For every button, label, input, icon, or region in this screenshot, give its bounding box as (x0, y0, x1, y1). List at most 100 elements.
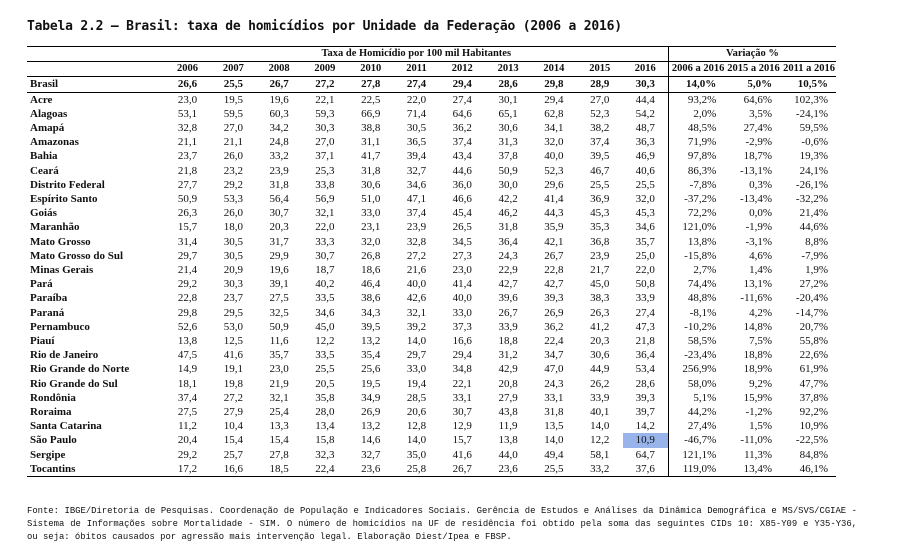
rate-cell: 27,8 (347, 76, 394, 93)
rate-cell: 64,6 (452, 107, 472, 120)
rate-cell: 23,2 (223, 164, 243, 177)
table-row: Rondônia 37,4 27,2 32,1 35,8 34,9 28,5 33,1 27,9… (27, 390, 836, 406)
rate-cell: 29,4 (544, 93, 564, 106)
column-header: 2013 (485, 61, 531, 78)
variation-cell: 58,0% (667, 376, 725, 391)
rate-cell: 20,4 (177, 434, 198, 447)
rate-cell: 33,2 (269, 150, 289, 163)
rate-cell: 46,6 (452, 193, 472, 206)
rate-cell: 66,9 (361, 107, 381, 120)
rate-cell: 22,4 (302, 461, 348, 478)
column-header: 2010 (347, 61, 394, 78)
rate-cell: 25,5 (210, 76, 257, 93)
rate-cell: 64,7 (635, 448, 655, 461)
rate-cell: 26,3 (177, 207, 198, 220)
rate-cell: 26,9 (544, 306, 564, 319)
rate-cell: 26,0 (223, 207, 243, 220)
rate-cell: 31,8 (361, 164, 381, 177)
rate-cell: 26,7 (256, 76, 303, 93)
rate-cell: 37,3 (452, 320, 472, 333)
rate-cell: 34,6 (635, 221, 655, 234)
rate-cell: 22,8 (544, 264, 564, 277)
table-row: São Paulo 20,4 15,4 15,4 15,8 14,6 14,0 15,7 13,… (27, 433, 836, 448)
row-label: Rondônia (30, 391, 76, 404)
rate-cell: 71,4 (406, 107, 427, 120)
row-label: Paraná (30, 306, 65, 319)
rate-cell: 14,9 (177, 363, 198, 376)
rate-cell: 39,1 (269, 278, 289, 291)
rate-cell: 10,9 (622, 433, 669, 448)
rate-cell: 50,8 (635, 278, 655, 291)
column-header: 2011 (393, 61, 440, 78)
row-label: Espírito Santo (30, 193, 98, 206)
rate-cell: 30,7 (452, 406, 472, 419)
rate-cell: 27,2 (223, 391, 243, 404)
variation-cell: 15,9% (743, 391, 773, 404)
rate-cell: 16,6 (210, 461, 257, 478)
source-note: Fonte: IBGE/Diretoria de Pesquisas. Coor… (27, 506, 857, 542)
rate-cell: 51,0 (361, 193, 381, 206)
rate-cell: 27,4 (393, 76, 440, 93)
rate-cell: 18,7 (315, 264, 335, 277)
rate-cell: 25,5 (315, 363, 335, 376)
rate-cell: 22,5 (361, 93, 381, 106)
rate-cell: 26,3 (590, 306, 610, 319)
rate-cell: 30,3 (223, 278, 243, 291)
rate-cell: 32,0 (544, 136, 564, 149)
row-label: Alagoas (30, 107, 68, 120)
variation-cell: 86,3% (667, 163, 725, 178)
rate-cell: 45,0 (590, 278, 610, 291)
table-row: Paraíba 22,8 23,7 27,5 33,5 38,6 42,6 40,0 39,6 3… (27, 291, 836, 306)
rate-cell: 25,3 (315, 164, 335, 177)
rate-cell: 47,5 (177, 349, 198, 362)
variation-cell: 10,9% (799, 420, 828, 433)
table-row: Maranhão 15,7 18,0 20,3 22,0 23,1 23,9 26,5 31,8… (27, 220, 836, 235)
rate-cell: 56,9 (315, 193, 335, 206)
data-table: Taxa de Homicídio por 100 mil Habitantes… (27, 45, 836, 478)
rate-cell: 29,2 (177, 278, 198, 291)
rate-cell: 39,3 (544, 292, 564, 305)
variation-cell: 44,2% (667, 405, 725, 420)
rate-cell: 32,7 (361, 448, 381, 461)
rate-cell: 38,8 (361, 122, 381, 135)
rate-cell: 35,3 (590, 221, 610, 234)
rate-cell: 29,2 (177, 448, 198, 461)
variation-cell: -15,8% (667, 248, 725, 264)
row-label: Rio Grande do Norte (30, 363, 130, 376)
rate-cell: 34,3 (361, 306, 381, 319)
rate-cell: 20,3 (590, 335, 610, 348)
row-label: Rio de Janeiro (30, 349, 99, 362)
row-label: Brasil (27, 76, 165, 93)
variation-cell: 7,5% (749, 335, 773, 348)
rate-cell: 27,0 (590, 93, 610, 106)
rate-cell: 25,5 (531, 461, 577, 478)
rate-cell: 36,3 (635, 136, 655, 149)
rate-cell: 26,7 (439, 461, 486, 478)
rate-cell: 33,8 (315, 178, 335, 191)
rate-cell: 14,6 (361, 434, 381, 447)
rate-cell: 20,6 (406, 406, 427, 419)
rate-cell: 21,8 (635, 335, 655, 348)
variation-cell: 92,2% (799, 406, 828, 419)
variation-cell: -24,1% (795, 107, 828, 120)
rate-cell: 21,1 (177, 136, 198, 149)
variation-cell: -13,1% (740, 164, 773, 177)
variation-cell: 22,6% (799, 349, 828, 362)
rate-cell: 35,8 (315, 391, 335, 404)
variation-cell: 18,9% (743, 363, 773, 376)
rate-cell: 13,8 (177, 335, 198, 348)
rate-cell: 22,1 (315, 93, 335, 106)
rate-cell: 32,8 (177, 122, 198, 135)
rate-cell: 31,8 (269, 178, 289, 191)
table-row: Amapá 32,8 27,0 34,2 30,3 38,8 30,5 36,2 30,6 34,… (27, 121, 836, 136)
variation-cell: 71,9% (667, 135, 725, 150)
rate-cell: 11,9 (498, 420, 518, 433)
variation-cell: 27,4% (743, 122, 773, 135)
rate-cell: 30,5 (223, 249, 243, 262)
rate-cell: 29,4 (452, 349, 472, 362)
rate-cell: 29,8 (531, 76, 577, 93)
variation-cell: -14,7% (795, 306, 828, 319)
row-label: Sergipe (30, 448, 66, 461)
rate-cell: 44,0 (498, 448, 518, 461)
rate-cell: 33,5 (315, 292, 335, 305)
